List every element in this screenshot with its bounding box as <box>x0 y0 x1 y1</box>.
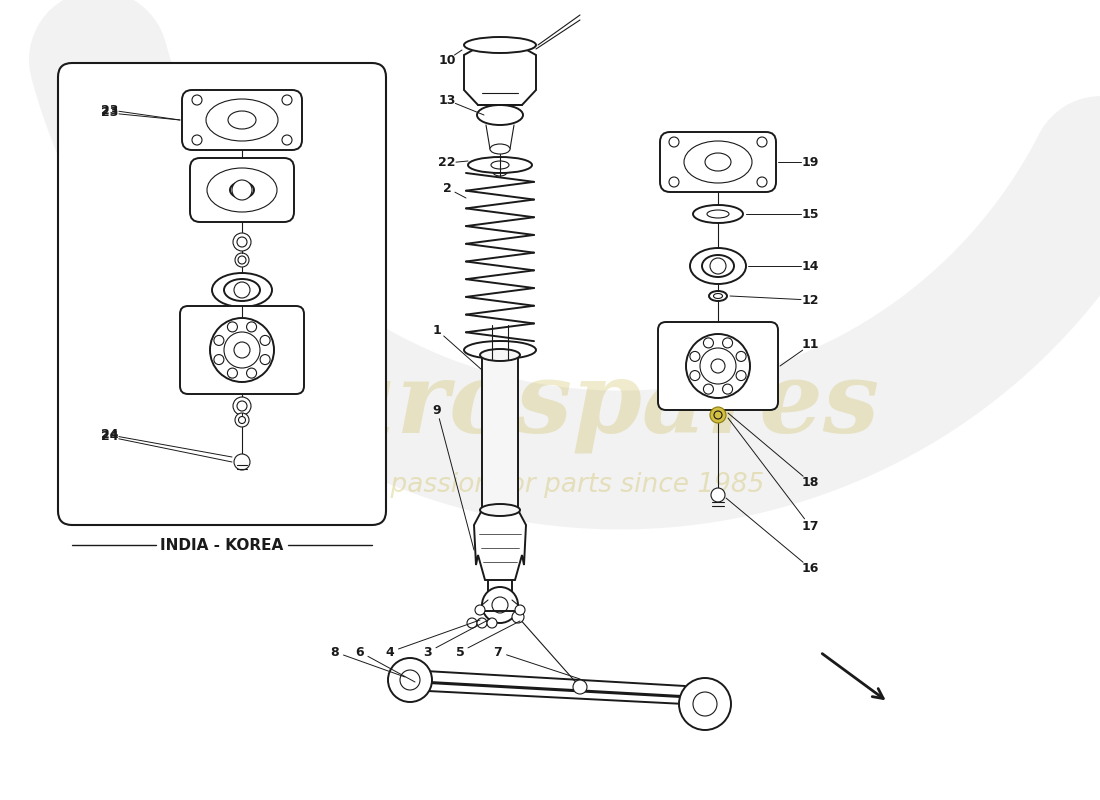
Circle shape <box>233 233 251 251</box>
Circle shape <box>228 368 238 378</box>
Circle shape <box>388 658 432 702</box>
Ellipse shape <box>480 504 520 516</box>
FancyArrowPatch shape <box>422 682 688 697</box>
FancyBboxPatch shape <box>190 158 294 222</box>
Circle shape <box>228 322 238 332</box>
Circle shape <box>282 135 292 145</box>
Text: 13: 13 <box>438 94 455 106</box>
Text: 5: 5 <box>455 646 464 658</box>
Ellipse shape <box>693 205 742 223</box>
Ellipse shape <box>710 291 727 301</box>
Text: 14: 14 <box>801 259 818 273</box>
Circle shape <box>468 618 477 628</box>
Circle shape <box>487 618 497 628</box>
Ellipse shape <box>477 105 522 125</box>
FancyBboxPatch shape <box>58 63 386 525</box>
Circle shape <box>669 177 679 187</box>
Circle shape <box>235 413 249 427</box>
Text: 10: 10 <box>438 54 455 66</box>
Circle shape <box>736 370 746 381</box>
Circle shape <box>703 338 714 348</box>
Circle shape <box>210 318 274 382</box>
Circle shape <box>477 618 487 628</box>
Circle shape <box>512 611 524 623</box>
Circle shape <box>236 401 248 411</box>
Circle shape <box>239 417 245 423</box>
Text: INDIA - KOREA: INDIA - KOREA <box>161 538 284 553</box>
Text: 7: 7 <box>494 646 503 658</box>
Circle shape <box>246 368 256 378</box>
Text: 18: 18 <box>801 475 818 489</box>
Text: 2: 2 <box>442 182 451 194</box>
Circle shape <box>232 180 252 200</box>
Circle shape <box>736 351 746 362</box>
Text: 24: 24 <box>101 430 119 443</box>
Circle shape <box>690 370 700 381</box>
Text: 15: 15 <box>801 207 818 221</box>
Text: eurospares: eurospares <box>261 357 880 454</box>
Circle shape <box>669 137 679 147</box>
Ellipse shape <box>493 168 507 176</box>
Circle shape <box>757 137 767 147</box>
Text: 24: 24 <box>101 429 119 442</box>
Circle shape <box>235 253 249 267</box>
Circle shape <box>679 678 732 730</box>
Text: 23: 23 <box>101 106 119 119</box>
Text: 1: 1 <box>432 323 441 337</box>
Circle shape <box>236 237 248 247</box>
Text: 16: 16 <box>801 562 818 574</box>
Text: a passion for parts since 1985: a passion for parts since 1985 <box>366 472 764 498</box>
Circle shape <box>710 407 726 423</box>
Ellipse shape <box>464 37 536 53</box>
Circle shape <box>234 282 250 298</box>
Bar <box>482 355 518 510</box>
Text: 22: 22 <box>438 157 455 170</box>
Ellipse shape <box>480 349 520 361</box>
Circle shape <box>238 256 246 264</box>
Circle shape <box>192 135 202 145</box>
FancyBboxPatch shape <box>658 322 778 410</box>
Circle shape <box>482 587 518 623</box>
Circle shape <box>573 680 587 694</box>
Circle shape <box>475 605 485 615</box>
Circle shape <box>690 351 700 362</box>
Text: 11: 11 <box>801 338 818 351</box>
Text: 8: 8 <box>331 646 339 658</box>
Ellipse shape <box>490 144 510 154</box>
Circle shape <box>282 95 292 105</box>
Text: 3: 3 <box>424 646 432 658</box>
FancyBboxPatch shape <box>182 90 302 150</box>
Circle shape <box>757 177 767 187</box>
Text: 4: 4 <box>386 646 395 658</box>
Ellipse shape <box>468 157 532 173</box>
Circle shape <box>711 488 725 502</box>
Circle shape <box>213 354 224 365</box>
Circle shape <box>515 605 525 615</box>
Circle shape <box>703 384 714 394</box>
Ellipse shape <box>464 341 536 359</box>
Polygon shape <box>464 45 536 105</box>
Circle shape <box>246 322 256 332</box>
Circle shape <box>213 335 224 346</box>
Text: 12: 12 <box>801 294 818 306</box>
Circle shape <box>233 397 251 415</box>
Text: 17: 17 <box>801 519 818 533</box>
Text: 23: 23 <box>101 103 119 117</box>
Circle shape <box>260 335 271 346</box>
Circle shape <box>234 454 250 470</box>
Circle shape <box>723 338 733 348</box>
Circle shape <box>686 334 750 398</box>
Circle shape <box>192 95 202 105</box>
FancyBboxPatch shape <box>180 306 304 394</box>
Text: 6: 6 <box>355 646 364 658</box>
Text: 9: 9 <box>432 403 441 417</box>
Circle shape <box>723 384 733 394</box>
Polygon shape <box>474 510 526 580</box>
Circle shape <box>260 354 271 365</box>
Text: 19: 19 <box>801 155 818 169</box>
FancyBboxPatch shape <box>660 132 776 192</box>
